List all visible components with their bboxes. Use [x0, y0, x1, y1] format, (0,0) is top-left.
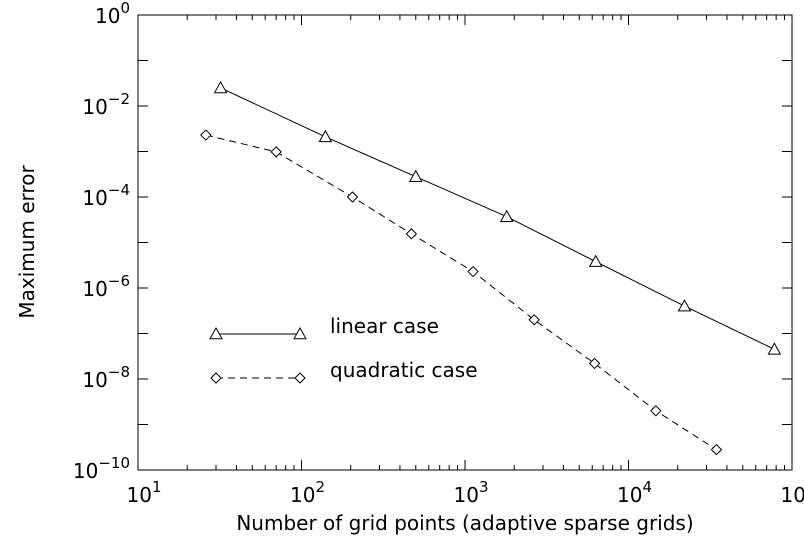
- y-tick-label: 10−8: [82, 363, 130, 392]
- y-tick-label: 10−10: [73, 454, 130, 483]
- x-tick-label: 101: [127, 478, 162, 507]
- data-point-marker: [318, 129, 333, 143]
- data-point-marker: [710, 443, 723, 456]
- legend-label-2: quadratic case: [330, 358, 478, 382]
- data-point-marker: [767, 342, 782, 355]
- data-point-marker: [346, 191, 359, 203]
- x-tick-label: 104: [617, 478, 652, 507]
- data-point-marker: [213, 80, 228, 94]
- data-point-marker: [588, 254, 603, 267]
- x-axis-ticks: 101 102 103 104 105: [127, 15, 804, 507]
- legend: linear case quadratic case: [209, 314, 478, 384]
- y-axis-ticks: 100 10−2 10−4 10−6 10−8 10−10: [73, 0, 792, 483]
- series-line-1: [220, 87, 775, 350]
- plot-frame: [137, 14, 793, 471]
- data-point-marker: [270, 146, 282, 158]
- y-tick-label: 10−4: [82, 181, 130, 210]
- series-layer: [200, 80, 782, 456]
- data-point-marker: [408, 169, 423, 182]
- y-tick-label: 10−6: [82, 272, 130, 301]
- x-tick-label: 102: [290, 478, 325, 507]
- legend-marker: [294, 372, 306, 384]
- data-point-marker: [677, 299, 692, 312]
- data-point-marker: [588, 357, 601, 370]
- legend-label-1: linear case: [330, 314, 439, 338]
- data-point-marker: [499, 209, 514, 222]
- y-tick-label: 100: [95, 0, 130, 28]
- legend-marker: [209, 326, 223, 340]
- series-line-2: [205, 134, 717, 451]
- legend-marker: [210, 372, 222, 384]
- x-tick-label: 105: [781, 478, 804, 507]
- data-point-marker: [467, 265, 479, 278]
- y-axis-label: Maximum error: [15, 165, 39, 319]
- x-tick-label: 103: [454, 478, 489, 507]
- x-axis-label: Number of grid points (adaptive sparse g…: [236, 511, 693, 535]
- data-point-marker: [650, 405, 662, 417]
- y-tick-label: 10−2: [82, 90, 130, 119]
- data-point-marker: [405, 228, 418, 240]
- data-point-marker: [200, 129, 212, 141]
- data-point-marker: [528, 314, 540, 326]
- legend-marker: [293, 326, 307, 340]
